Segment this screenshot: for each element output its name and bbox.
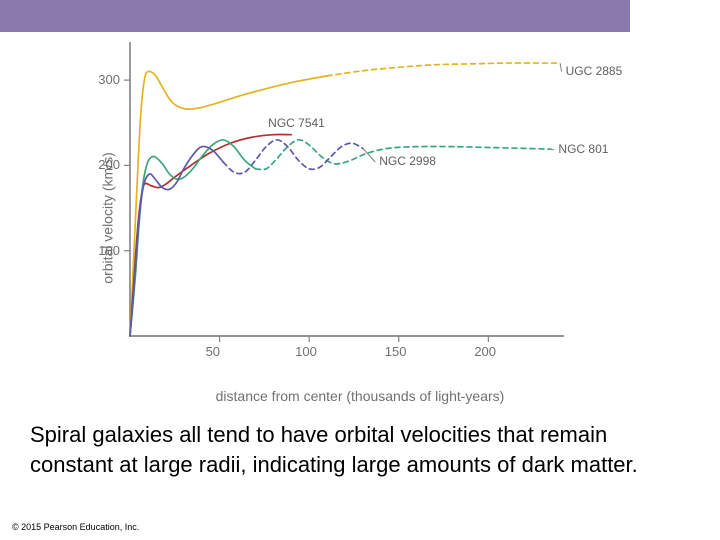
x-tick-label: 50 — [206, 344, 220, 359]
caption-text: Spiral galaxies all tend to have orbital… — [30, 420, 690, 479]
x-tick-label: 200 — [474, 344, 496, 359]
y-tick-label: 100 — [98, 243, 120, 258]
series-label: NGC 801 — [558, 142, 608, 156]
copyright-text: © 2015 Pearson Education, Inc. — [12, 522, 139, 532]
series-label: NGC 2998 — [379, 154, 436, 168]
x-axis-label: distance from center (thousands of light… — [80, 388, 640, 404]
title-bar — [0, 0, 630, 32]
series-label: NGC 7541 — [268, 116, 325, 130]
slide: orbital velocity (km/s) distance from ce… — [0, 0, 720, 540]
y-tick-label: 200 — [98, 157, 120, 172]
series-label: UGC 2885 — [566, 64, 623, 78]
x-tick-label: 150 — [385, 344, 407, 359]
y-tick-label: 300 — [98, 72, 120, 87]
chart-svg — [80, 38, 640, 398]
rotation-curve-chart: orbital velocity (km/s) distance from ce… — [80, 38, 640, 398]
x-tick-label: 100 — [295, 344, 317, 359]
